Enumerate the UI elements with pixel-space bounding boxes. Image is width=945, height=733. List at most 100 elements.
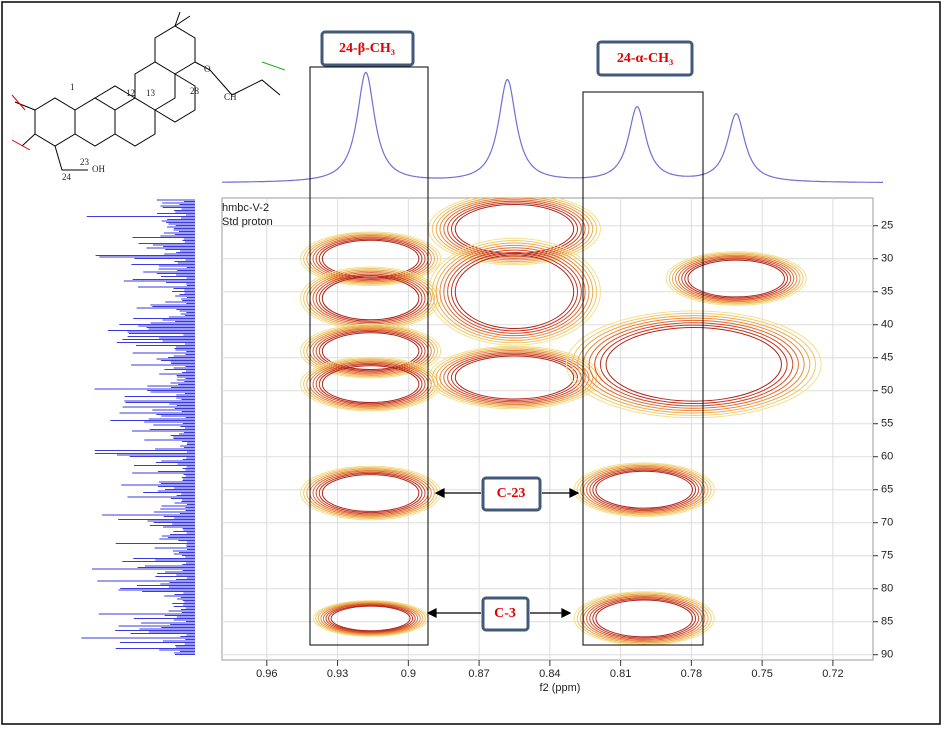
contour: [594, 322, 794, 407]
contour: [318, 364, 423, 405]
contour: [443, 199, 586, 259]
traces: [81, 71, 883, 655]
contour: [684, 258, 789, 299]
contour: [595, 599, 693, 638]
contour: [300, 356, 442, 412]
structure: [11, 11, 286, 171]
contour: [576, 592, 712, 645]
contour: [303, 325, 439, 378]
y-tick-label: 40: [881, 319, 893, 331]
annotation: C-3: [494, 606, 516, 621]
y-tick-label: 85: [881, 616, 893, 628]
contour: [668, 252, 804, 305]
structure-label: OH: [92, 164, 105, 174]
contour: [447, 249, 582, 334]
contour: [435, 242, 594, 341]
x-tick-label: 0.81: [610, 668, 631, 680]
contour: [678, 256, 795, 301]
y-tick-label: 35: [881, 286, 893, 298]
contour: [671, 253, 801, 304]
contour: [454, 254, 575, 330]
contour: [443, 247, 586, 337]
contour: [439, 349, 590, 406]
contour: [592, 598, 697, 639]
x-tick-label: 0.96: [256, 668, 277, 680]
contour: [321, 332, 420, 371]
contour: [687, 259, 785, 298]
contour: [454, 203, 575, 255]
contour: [428, 198, 601, 266]
annotation: 24-β-CH₃: [339, 41, 395, 56]
contour: [450, 354, 579, 401]
structure-label: 12: [126, 88, 135, 98]
contour: [592, 469, 697, 510]
contour: [431, 347, 598, 408]
contour: [573, 462, 715, 517]
contour: [586, 467, 703, 513]
structure-label: 1: [70, 82, 75, 92]
contour: [330, 605, 411, 632]
y-tick-label: 30: [881, 253, 893, 265]
contour: [317, 601, 424, 636]
contour: [454, 355, 575, 400]
contour: [439, 244, 590, 339]
contour: [306, 233, 435, 284]
y-tick-label: 25: [881, 220, 893, 232]
contour: [447, 200, 582, 258]
annotation-box: [596, 40, 694, 77]
contour: [300, 323, 442, 379]
contour: [322, 603, 419, 634]
x-tick-label: 0.9: [401, 668, 416, 680]
contour: [571, 312, 816, 416]
x-tick-label: 0.78: [681, 668, 702, 680]
contour: [595, 470, 693, 509]
contour: [315, 329, 426, 373]
contour: [681, 257, 792, 300]
contour: [320, 602, 421, 635]
contour: [665, 251, 807, 306]
x-tick-label: 0.72: [822, 668, 843, 680]
contour: [315, 471, 426, 515]
contour: [589, 597, 700, 640]
grid: [222, 198, 873, 660]
y-tick-label: 60: [881, 451, 893, 463]
y-tick-label: 50: [881, 385, 893, 397]
contour: [321, 474, 420, 512]
contour: [605, 326, 782, 402]
contour: [588, 319, 799, 409]
contour: [428, 237, 601, 346]
contour: [318, 274, 423, 322]
contour: [579, 464, 709, 515]
contour: [447, 352, 582, 403]
x-tick-label: 0.75: [751, 668, 772, 680]
contour: [435, 348, 594, 407]
structure-label: CH: [224, 92, 237, 102]
y-tick-label: 45: [881, 352, 893, 364]
contour: [577, 315, 811, 414]
y-tick-label: 80: [881, 583, 893, 595]
annotation: 24-α-CH₃: [617, 51, 673, 66]
contour: [586, 595, 703, 641]
contour: [428, 345, 601, 410]
contour: [450, 252, 579, 332]
contour: [443, 351, 586, 404]
contour: [589, 468, 700, 512]
dataset-label: hmbc-V-2: [222, 202, 269, 214]
y-tick-label: 90: [881, 649, 893, 661]
contour: [318, 331, 423, 372]
contour: [565, 310, 822, 419]
contour: [576, 463, 712, 516]
structure-label: 23: [80, 157, 90, 167]
f1-projection: [81, 199, 195, 655]
arrows: [426, 488, 580, 618]
annotation-box: [481, 476, 542, 512]
contour: [306, 468, 435, 518]
column-box: [309, 66, 429, 646]
x-tick-label: 0.93: [327, 668, 348, 680]
annotation: C-23: [497, 486, 526, 501]
contour: [315, 362, 426, 406]
x-tick-label: 0.87: [468, 668, 489, 680]
contour: [431, 198, 598, 264]
contour: [435, 198, 594, 262]
